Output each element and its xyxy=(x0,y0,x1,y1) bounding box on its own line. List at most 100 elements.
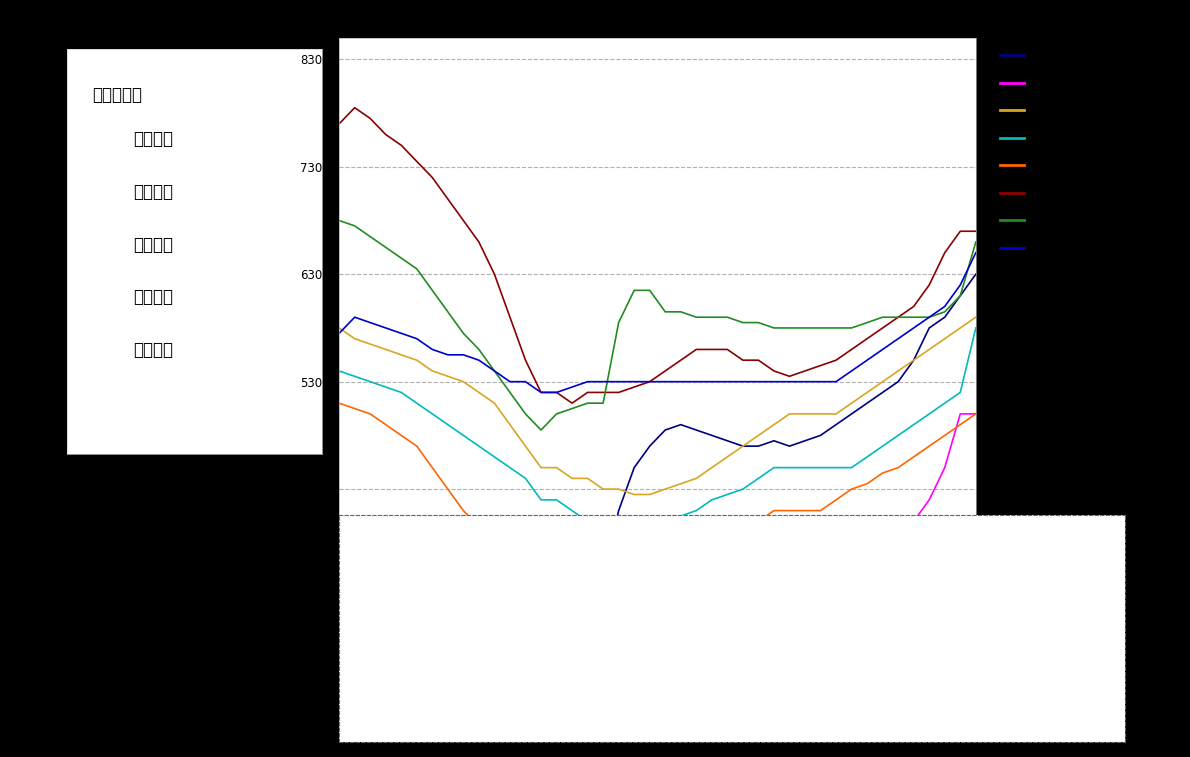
热轧卷板 xyxy=(720,533,734,542)
热轧薄板 xyxy=(503,463,518,472)
中厚板 xyxy=(363,340,377,349)
热轧卷板 xyxy=(845,484,859,494)
镀锌板 xyxy=(425,286,439,295)
无缝管 xyxy=(735,377,750,386)
热轧卷板 xyxy=(751,517,765,526)
Legend: 普线, 螺纹钢, 中厚板, 热轧薄板, 热轧卷板, 冷轧薄板, 镀锌板, 无缝管: 普线, 螺纹钢, 中厚板, 热轧薄板, 热轧卷板, 冷轧薄板, 镀锌板, 无缝管 xyxy=(995,45,1069,260)
热轧薄板 xyxy=(766,463,781,472)
普线 xyxy=(612,506,626,516)
冷轧薄板 xyxy=(565,399,580,408)
热轧卷板 xyxy=(829,495,844,504)
冷轧薄板 xyxy=(735,356,750,365)
Text: 代表公司：: 代表公司： xyxy=(93,86,143,104)
冷轧薄板 xyxy=(581,388,595,397)
中厚板 xyxy=(674,479,688,488)
无缝管 xyxy=(704,377,719,386)
冷轧薄板 xyxy=(394,141,408,150)
无缝管 xyxy=(596,377,610,386)
中厚板 xyxy=(782,410,796,419)
冷轧薄板 xyxy=(938,248,952,257)
无缝管 xyxy=(782,377,796,386)
无缝管 xyxy=(689,377,703,386)
普线 xyxy=(581,592,595,601)
Text: 鞍钢新轧: 鞍钢新轧 xyxy=(133,235,174,254)
无缝管 xyxy=(581,377,595,386)
镀锌板 xyxy=(596,399,610,408)
螺纹钢 xyxy=(674,608,688,617)
热轧薄板 xyxy=(907,420,921,429)
中厚板 xyxy=(643,490,657,499)
热轧卷板 xyxy=(689,528,703,537)
热轧薄板 xyxy=(332,366,346,375)
冷轧薄板 xyxy=(829,356,844,365)
普线 xyxy=(689,425,703,435)
镀锌板 xyxy=(891,313,906,322)
热轧薄板 xyxy=(565,506,580,516)
普线 xyxy=(347,544,362,553)
螺纹钢 xyxy=(814,587,828,596)
Text: 太钢不锈: 太钢不锈 xyxy=(133,341,174,359)
热轧薄板 xyxy=(704,495,719,504)
螺纹钢 xyxy=(938,463,952,472)
普线 xyxy=(471,576,486,585)
镀锌板 xyxy=(643,286,657,295)
普线 xyxy=(596,576,610,585)
冷轧薄板 xyxy=(969,226,983,235)
中厚板 xyxy=(347,334,362,343)
无缝管 xyxy=(378,323,393,332)
无缝管 xyxy=(347,313,362,322)
热轧薄板 xyxy=(487,453,501,462)
热轧薄板 xyxy=(689,506,703,516)
热轧薄板 xyxy=(829,463,844,472)
镀锌板 xyxy=(378,243,393,252)
镀锌板 xyxy=(922,313,937,322)
热轧薄板 xyxy=(938,399,952,408)
Line: 螺纹钢: 螺纹钢 xyxy=(339,414,976,629)
热轧薄板 xyxy=(735,484,750,494)
冷轧薄板 xyxy=(456,216,470,225)
中厚板 xyxy=(503,420,518,429)
镀锌板 xyxy=(534,425,549,435)
无缝管 xyxy=(565,382,580,391)
普线 xyxy=(658,425,672,435)
无缝管 xyxy=(797,377,812,386)
镀锌板 xyxy=(876,313,890,322)
螺纹钢 xyxy=(969,410,983,419)
无缝管 xyxy=(860,356,875,365)
无缝管 xyxy=(550,388,564,397)
冷轧薄板 xyxy=(503,313,518,322)
热轧卷板 xyxy=(503,544,518,553)
热轧薄板 xyxy=(891,431,906,440)
热轧卷板 xyxy=(565,559,580,569)
螺纹钢 xyxy=(953,410,967,419)
冷轧薄板 xyxy=(643,377,657,386)
Text: 宝钢股份: 宝钢股份 xyxy=(133,130,174,148)
中厚板 xyxy=(596,484,610,494)
热轧薄板 xyxy=(378,382,393,391)
中厚板 xyxy=(891,366,906,375)
Line: 冷轧薄板: 冷轧薄板 xyxy=(339,107,976,403)
镀锌板 xyxy=(720,313,734,322)
无缝管 xyxy=(751,377,765,386)
中厚板 xyxy=(797,410,812,419)
冷轧薄板 xyxy=(332,120,346,129)
无缝管 xyxy=(627,377,641,386)
热轧薄板 xyxy=(860,453,875,462)
中厚板 xyxy=(519,441,533,450)
无缝管 xyxy=(876,345,890,354)
普线 xyxy=(891,377,906,386)
冷轧薄板 xyxy=(953,226,967,235)
螺纹钢 xyxy=(735,613,750,622)
镀锌板 xyxy=(797,323,812,332)
无缝管 xyxy=(394,329,408,338)
普线 xyxy=(565,603,580,612)
Text: 济南钢铁: 济南钢铁 xyxy=(133,288,174,306)
螺纹钢 xyxy=(332,549,346,558)
热轧卷板 xyxy=(596,559,610,569)
镀锌板 xyxy=(953,291,967,301)
螺纹钢 xyxy=(581,625,595,634)
冷轧薄板 xyxy=(860,334,875,343)
冷轧薄板 xyxy=(797,366,812,375)
冷轧薄板 xyxy=(720,345,734,354)
中厚板 xyxy=(565,474,580,483)
